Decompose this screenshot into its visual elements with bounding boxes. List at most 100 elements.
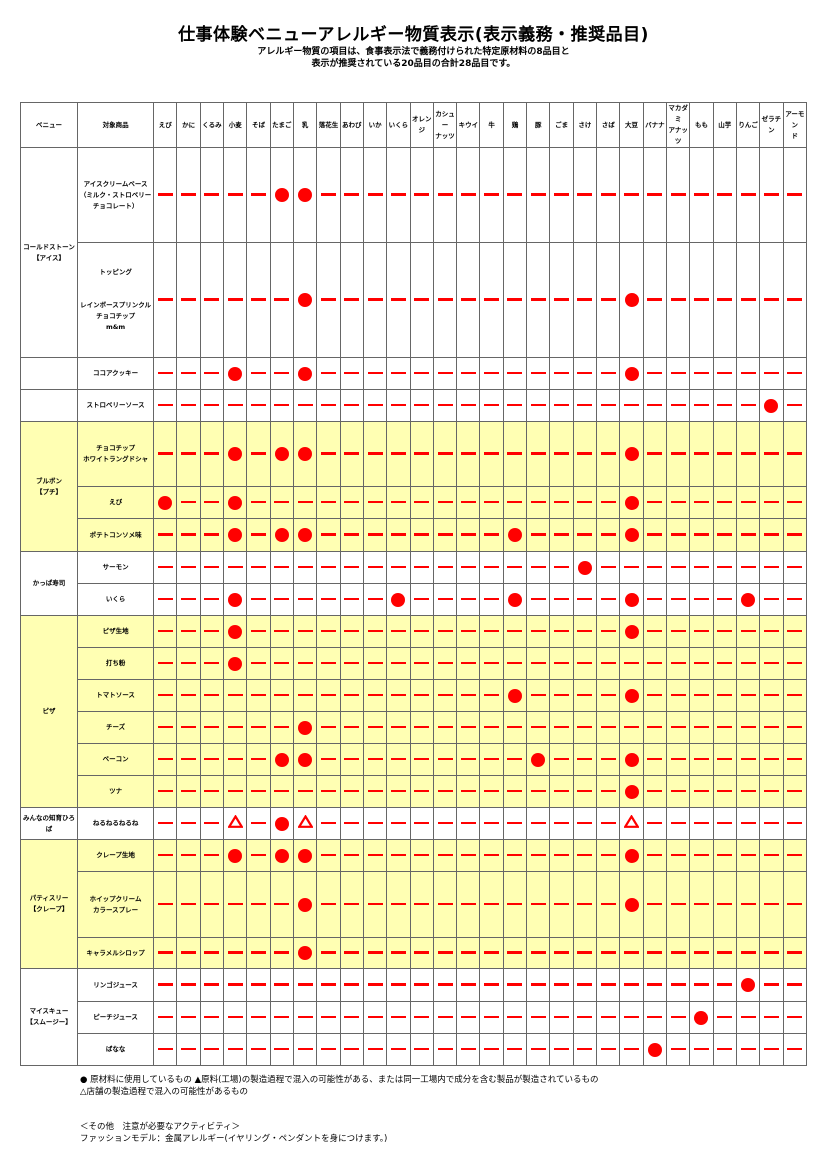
allergen-cell (362, 583, 388, 616)
not-contained-dash-icon (763, 193, 779, 196)
allergen-column-header: 大豆 (619, 102, 644, 148)
venue-cell: コールドストーン 【アイス】 (19, 147, 79, 358)
allergen-cell (153, 968, 178, 1002)
not-contained-dash-icon (344, 983, 360, 986)
not-contained-dash-icon (390, 853, 406, 857)
not-contained-dash-icon (414, 757, 430, 761)
not-contained-dash-icon (624, 193, 640, 196)
not-contained-dash-icon (320, 500, 336, 504)
allergen-cell (735, 147, 761, 243)
not-contained-dash-icon (414, 1047, 430, 1051)
allergen-cell (246, 743, 271, 776)
allergen-cell (689, 807, 714, 840)
not-contained-dash-icon (624, 565, 640, 569)
contains-circle-icon (274, 752, 289, 767)
not-contained-dash-icon (181, 789, 197, 793)
not-contained-dash-icon (367, 1047, 383, 1051)
not-contained-dash-icon (600, 951, 616, 954)
not-contained-dash-icon (227, 298, 243, 301)
allergen-cell (479, 518, 504, 552)
allergen-column-header: オレンジ (409, 102, 434, 148)
allergen-cell (549, 937, 574, 969)
allergen-cell (735, 968, 761, 1002)
not-contained-dash-icon (717, 902, 733, 906)
allergen-cell (456, 807, 481, 840)
allergen-cell (572, 1033, 598, 1066)
not-contained-dash-icon (530, 1047, 546, 1051)
not-contained-dash-icon (624, 1047, 640, 1051)
not-contained-dash-icon (227, 403, 243, 407)
allergen-cell (549, 389, 574, 422)
allergen-cell (176, 615, 201, 648)
allergen-cell (269, 743, 294, 776)
not-contained-dash-icon (344, 853, 360, 857)
not-contained-dash-icon (251, 452, 267, 455)
allergen-cell (153, 518, 178, 552)
allergen-cell (199, 968, 225, 1002)
contains-circle-icon (577, 560, 592, 575)
allergen-cell (176, 937, 201, 969)
not-contained-dash-icon (414, 500, 430, 504)
allergen-cell (712, 1001, 737, 1034)
not-contained-dash-icon (484, 597, 500, 601)
not-contained-dash-icon (390, 902, 406, 906)
allergen-cell (596, 1033, 621, 1066)
allergen-cell (526, 486, 551, 519)
allergen-cell (386, 1001, 411, 1034)
allergen-cell (596, 242, 621, 358)
allergen-cell (316, 147, 341, 243)
allergen-cell (735, 743, 761, 776)
allergen-cell (479, 775, 504, 808)
allergen-cell (712, 679, 737, 712)
not-contained-dash-icon (251, 661, 267, 665)
not-contained-dash-icon (600, 725, 616, 729)
not-contained-dash-icon (320, 565, 336, 569)
allergen-cell (642, 871, 667, 938)
contains-circle-icon (624, 495, 639, 510)
allergen-cell (292, 871, 318, 938)
not-contained-dash-icon (670, 298, 686, 301)
not-contained-dash-icon (554, 693, 570, 697)
not-contained-dash-icon (437, 533, 453, 536)
allergen-cell (642, 147, 667, 243)
not-contained-dash-icon (740, 951, 756, 954)
allergen-cell (642, 679, 667, 712)
allergen-cell (432, 518, 458, 552)
not-contained-dash-icon (227, 951, 243, 954)
not-contained-dash-icon (484, 371, 500, 375)
allergen-cell (572, 615, 598, 648)
product-cell: トッピング レインボースプリンクル チョコチップ m&m (77, 242, 155, 358)
allergen-cell (386, 518, 411, 552)
allergen-cell (456, 421, 481, 487)
allergen-cell (782, 615, 808, 648)
not-contained-dash-icon (554, 725, 570, 729)
not-contained-dash-icon (554, 193, 570, 196)
allergen-cell (759, 242, 784, 358)
not-contained-dash-icon (577, 725, 593, 729)
allergen-cell (735, 421, 761, 487)
allergen-cell (619, 583, 644, 616)
allergen-cell (665, 775, 691, 808)
allergen-cell (572, 679, 598, 712)
allergen-cell (153, 807, 178, 840)
not-contained-dash-icon (717, 757, 733, 761)
contains-circle-icon (624, 752, 639, 767)
allergen-cell (479, 615, 504, 648)
not-contained-dash-icon (577, 298, 593, 301)
not-contained-dash-icon (554, 403, 570, 407)
not-contained-dash-icon (507, 983, 523, 986)
contains-circle-icon (624, 624, 639, 639)
allergen-cell (292, 486, 318, 519)
allergen-cell (479, 968, 504, 1002)
allergen-cell (619, 357, 644, 390)
not-contained-dash-icon (344, 452, 360, 455)
not-contained-dash-icon (204, 757, 220, 761)
contains-circle-icon (298, 720, 313, 735)
allergen-cell (246, 421, 271, 487)
allergen-cell (596, 743, 621, 776)
allergen-cell (596, 583, 621, 616)
allergen-cell (292, 647, 318, 680)
allergen-cell (316, 775, 341, 808)
not-contained-dash-icon (787, 597, 803, 601)
not-contained-dash-icon (437, 452, 453, 455)
